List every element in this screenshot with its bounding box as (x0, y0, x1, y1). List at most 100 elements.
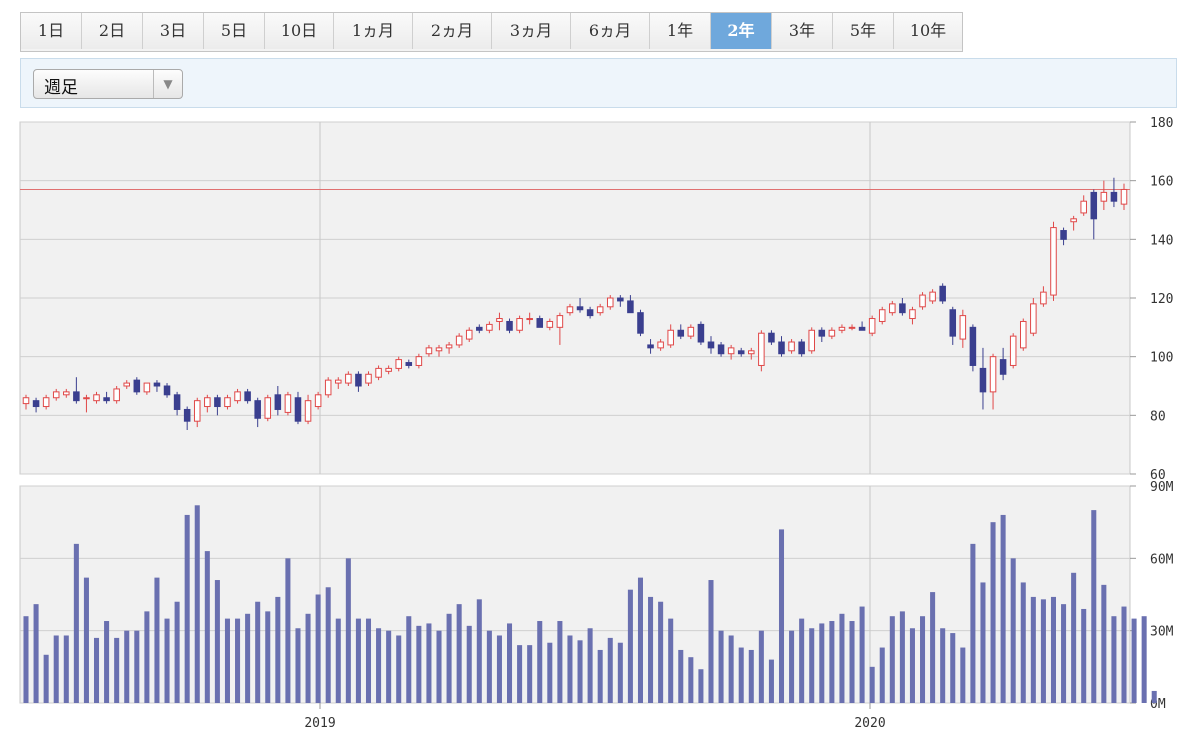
candle-body (193, 400, 201, 422)
candle-body (687, 326, 695, 337)
candle (889, 300, 896, 316)
volume-bar (778, 529, 785, 703)
candle (959, 309, 967, 348)
tab-1[interactable]: 2日 (82, 13, 143, 49)
candle (455, 333, 463, 348)
tab-7[interactable]: 3ヵ月 (492, 13, 571, 49)
candle (758, 330, 765, 372)
price-panel: 60 80 100 120 140 160 180 (19, 116, 1173, 483)
candle (385, 365, 392, 375)
tab-9[interactable]: 1年 (650, 13, 711, 49)
candle (828, 327, 836, 340)
price-tick-label: 100 (1150, 351, 1173, 366)
candle-body (375, 367, 382, 378)
candle (143, 382, 151, 395)
candle-body (717, 344, 725, 355)
candle-body (455, 335, 463, 346)
tab-3[interactable]: 5日 (204, 13, 265, 49)
candle (113, 386, 120, 404)
candle-body (697, 323, 705, 343)
candle-body (536, 318, 544, 328)
candle-body (838, 326, 846, 331)
candle-body (556, 315, 564, 328)
volume-tick-label: 60M (1150, 552, 1174, 567)
candle (335, 377, 342, 389)
candle-body (183, 408, 191, 422)
volume-bar (950, 633, 956, 703)
candle (73, 377, 80, 404)
candle-body (1050, 227, 1057, 296)
tab-2[interactable]: 3日 (143, 13, 204, 49)
tab-8[interactable]: 6ヵ月 (571, 13, 650, 49)
chevron-down-icon[interactable]: ▼ (153, 70, 182, 98)
volume-bar (1071, 572, 1077, 703)
candle-body (1030, 303, 1037, 334)
candle-body (1090, 191, 1098, 220)
volume-bar (829, 621, 835, 703)
tab-10[interactable]: 2年 (711, 13, 772, 49)
volume-bar (527, 645, 533, 703)
candle-body (284, 394, 292, 413)
candle (526, 312, 533, 325)
candle-body (345, 373, 352, 384)
candle (637, 309, 644, 337)
candle (486, 321, 493, 334)
candle (808, 327, 815, 354)
candle (677, 324, 685, 340)
tab-0[interactable]: 1日 (21, 13, 82, 49)
candle (1080, 195, 1087, 216)
interval-select-value: 週足 (44, 78, 78, 98)
tab-13[interactable]: 10年 (894, 13, 962, 49)
tab-11[interactable]: 3年 (772, 13, 833, 49)
volume-bar (809, 628, 815, 703)
candle (42, 394, 50, 410)
candle (1120, 183, 1128, 210)
candle (214, 394, 221, 416)
price-tick-label: 140 (1150, 233, 1173, 248)
candle (999, 347, 1007, 381)
volume-bar (63, 635, 69, 703)
volume-bar (345, 558, 351, 703)
price-tick-label: 120 (1150, 292, 1173, 307)
candle (1090, 189, 1098, 240)
tab-6[interactable]: 2ヵ月 (413, 13, 492, 49)
volume-bar (899, 611, 905, 703)
interval-select[interactable]: 週足 ▼ (33, 69, 183, 99)
candle (123, 380, 131, 389)
candle (83, 394, 90, 413)
candle-body (324, 379, 332, 396)
candle (234, 388, 241, 404)
candle (647, 339, 654, 354)
candle-body (566, 306, 574, 314)
tab-12[interactable]: 5年 (833, 13, 894, 49)
volume-bar (456, 604, 462, 703)
price-tick-label: 160 (1150, 175, 1173, 190)
candle (798, 339, 805, 357)
candle-body (909, 309, 916, 320)
candle-body (727, 347, 735, 355)
candle (596, 303, 604, 316)
volume-tick-label: 30M (1150, 625, 1174, 640)
candle-body (959, 315, 967, 340)
candle-body (868, 318, 876, 334)
candle-body (496, 318, 503, 322)
candle-body (768, 332, 775, 343)
candle (858, 321, 866, 331)
candle (536, 315, 544, 328)
candle (183, 406, 191, 430)
candle-body (254, 400, 261, 419)
tab-4[interactable]: 10日 (265, 13, 334, 49)
volume-bar (698, 669, 704, 703)
candle (969, 324, 977, 372)
volume-bar (104, 621, 110, 703)
tab-5[interactable]: 1ヵ月 (334, 13, 413, 49)
volume-bar (547, 642, 553, 703)
candle (476, 324, 483, 334)
volume-bar (718, 630, 724, 703)
candle-body (1110, 191, 1118, 202)
candle-body (445, 344, 453, 349)
candle (899, 298, 906, 316)
volume-bar (1020, 582, 1026, 703)
volume-bar (134, 630, 140, 703)
volume-bar (768, 659, 774, 703)
